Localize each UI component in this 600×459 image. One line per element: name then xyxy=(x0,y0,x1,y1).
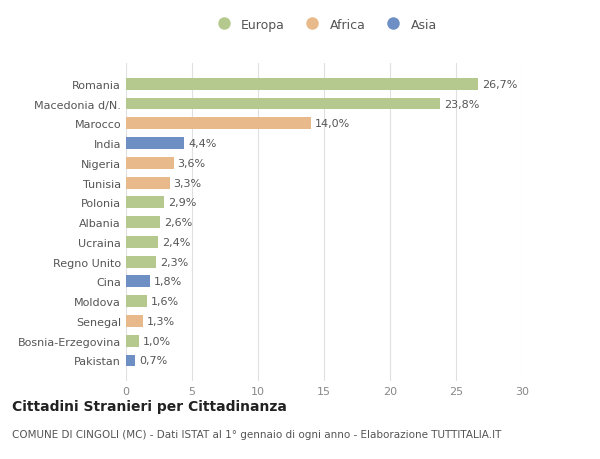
Bar xyxy=(126,256,157,268)
Bar xyxy=(126,118,311,130)
Text: 14,0%: 14,0% xyxy=(315,119,350,129)
Bar xyxy=(126,177,170,189)
Bar xyxy=(126,236,158,248)
Bar xyxy=(126,335,139,347)
Bar xyxy=(126,157,173,169)
Bar xyxy=(126,197,164,209)
Text: 26,7%: 26,7% xyxy=(482,79,518,90)
Bar xyxy=(126,296,147,308)
Text: Cittadini Stranieri per Cittadinanza: Cittadini Stranieri per Cittadinanza xyxy=(12,399,287,413)
Bar xyxy=(126,276,150,288)
Text: 1,8%: 1,8% xyxy=(154,277,182,287)
Text: 3,6%: 3,6% xyxy=(178,158,206,168)
Text: 0,7%: 0,7% xyxy=(139,356,167,366)
Bar xyxy=(126,138,184,150)
Text: 2,3%: 2,3% xyxy=(160,257,188,267)
Text: 1,0%: 1,0% xyxy=(143,336,171,346)
Text: 2,9%: 2,9% xyxy=(168,198,197,208)
Bar xyxy=(126,315,143,327)
Text: 1,3%: 1,3% xyxy=(147,316,175,326)
Text: 2,6%: 2,6% xyxy=(164,218,193,228)
Text: 23,8%: 23,8% xyxy=(444,99,479,109)
Text: 3,3%: 3,3% xyxy=(173,178,202,188)
Bar xyxy=(126,78,478,90)
Bar xyxy=(126,355,135,367)
Text: 1,6%: 1,6% xyxy=(151,297,179,307)
Bar xyxy=(126,217,160,229)
Text: 2,4%: 2,4% xyxy=(161,237,190,247)
Text: 4,4%: 4,4% xyxy=(188,139,217,149)
Legend: Europa, Africa, Asia: Europa, Africa, Asia xyxy=(206,13,442,36)
Text: COMUNE DI CINGOLI (MC) - Dati ISTAT al 1° gennaio di ogni anno - Elaborazione TU: COMUNE DI CINGOLI (MC) - Dati ISTAT al 1… xyxy=(12,429,502,439)
Bar xyxy=(126,98,440,110)
